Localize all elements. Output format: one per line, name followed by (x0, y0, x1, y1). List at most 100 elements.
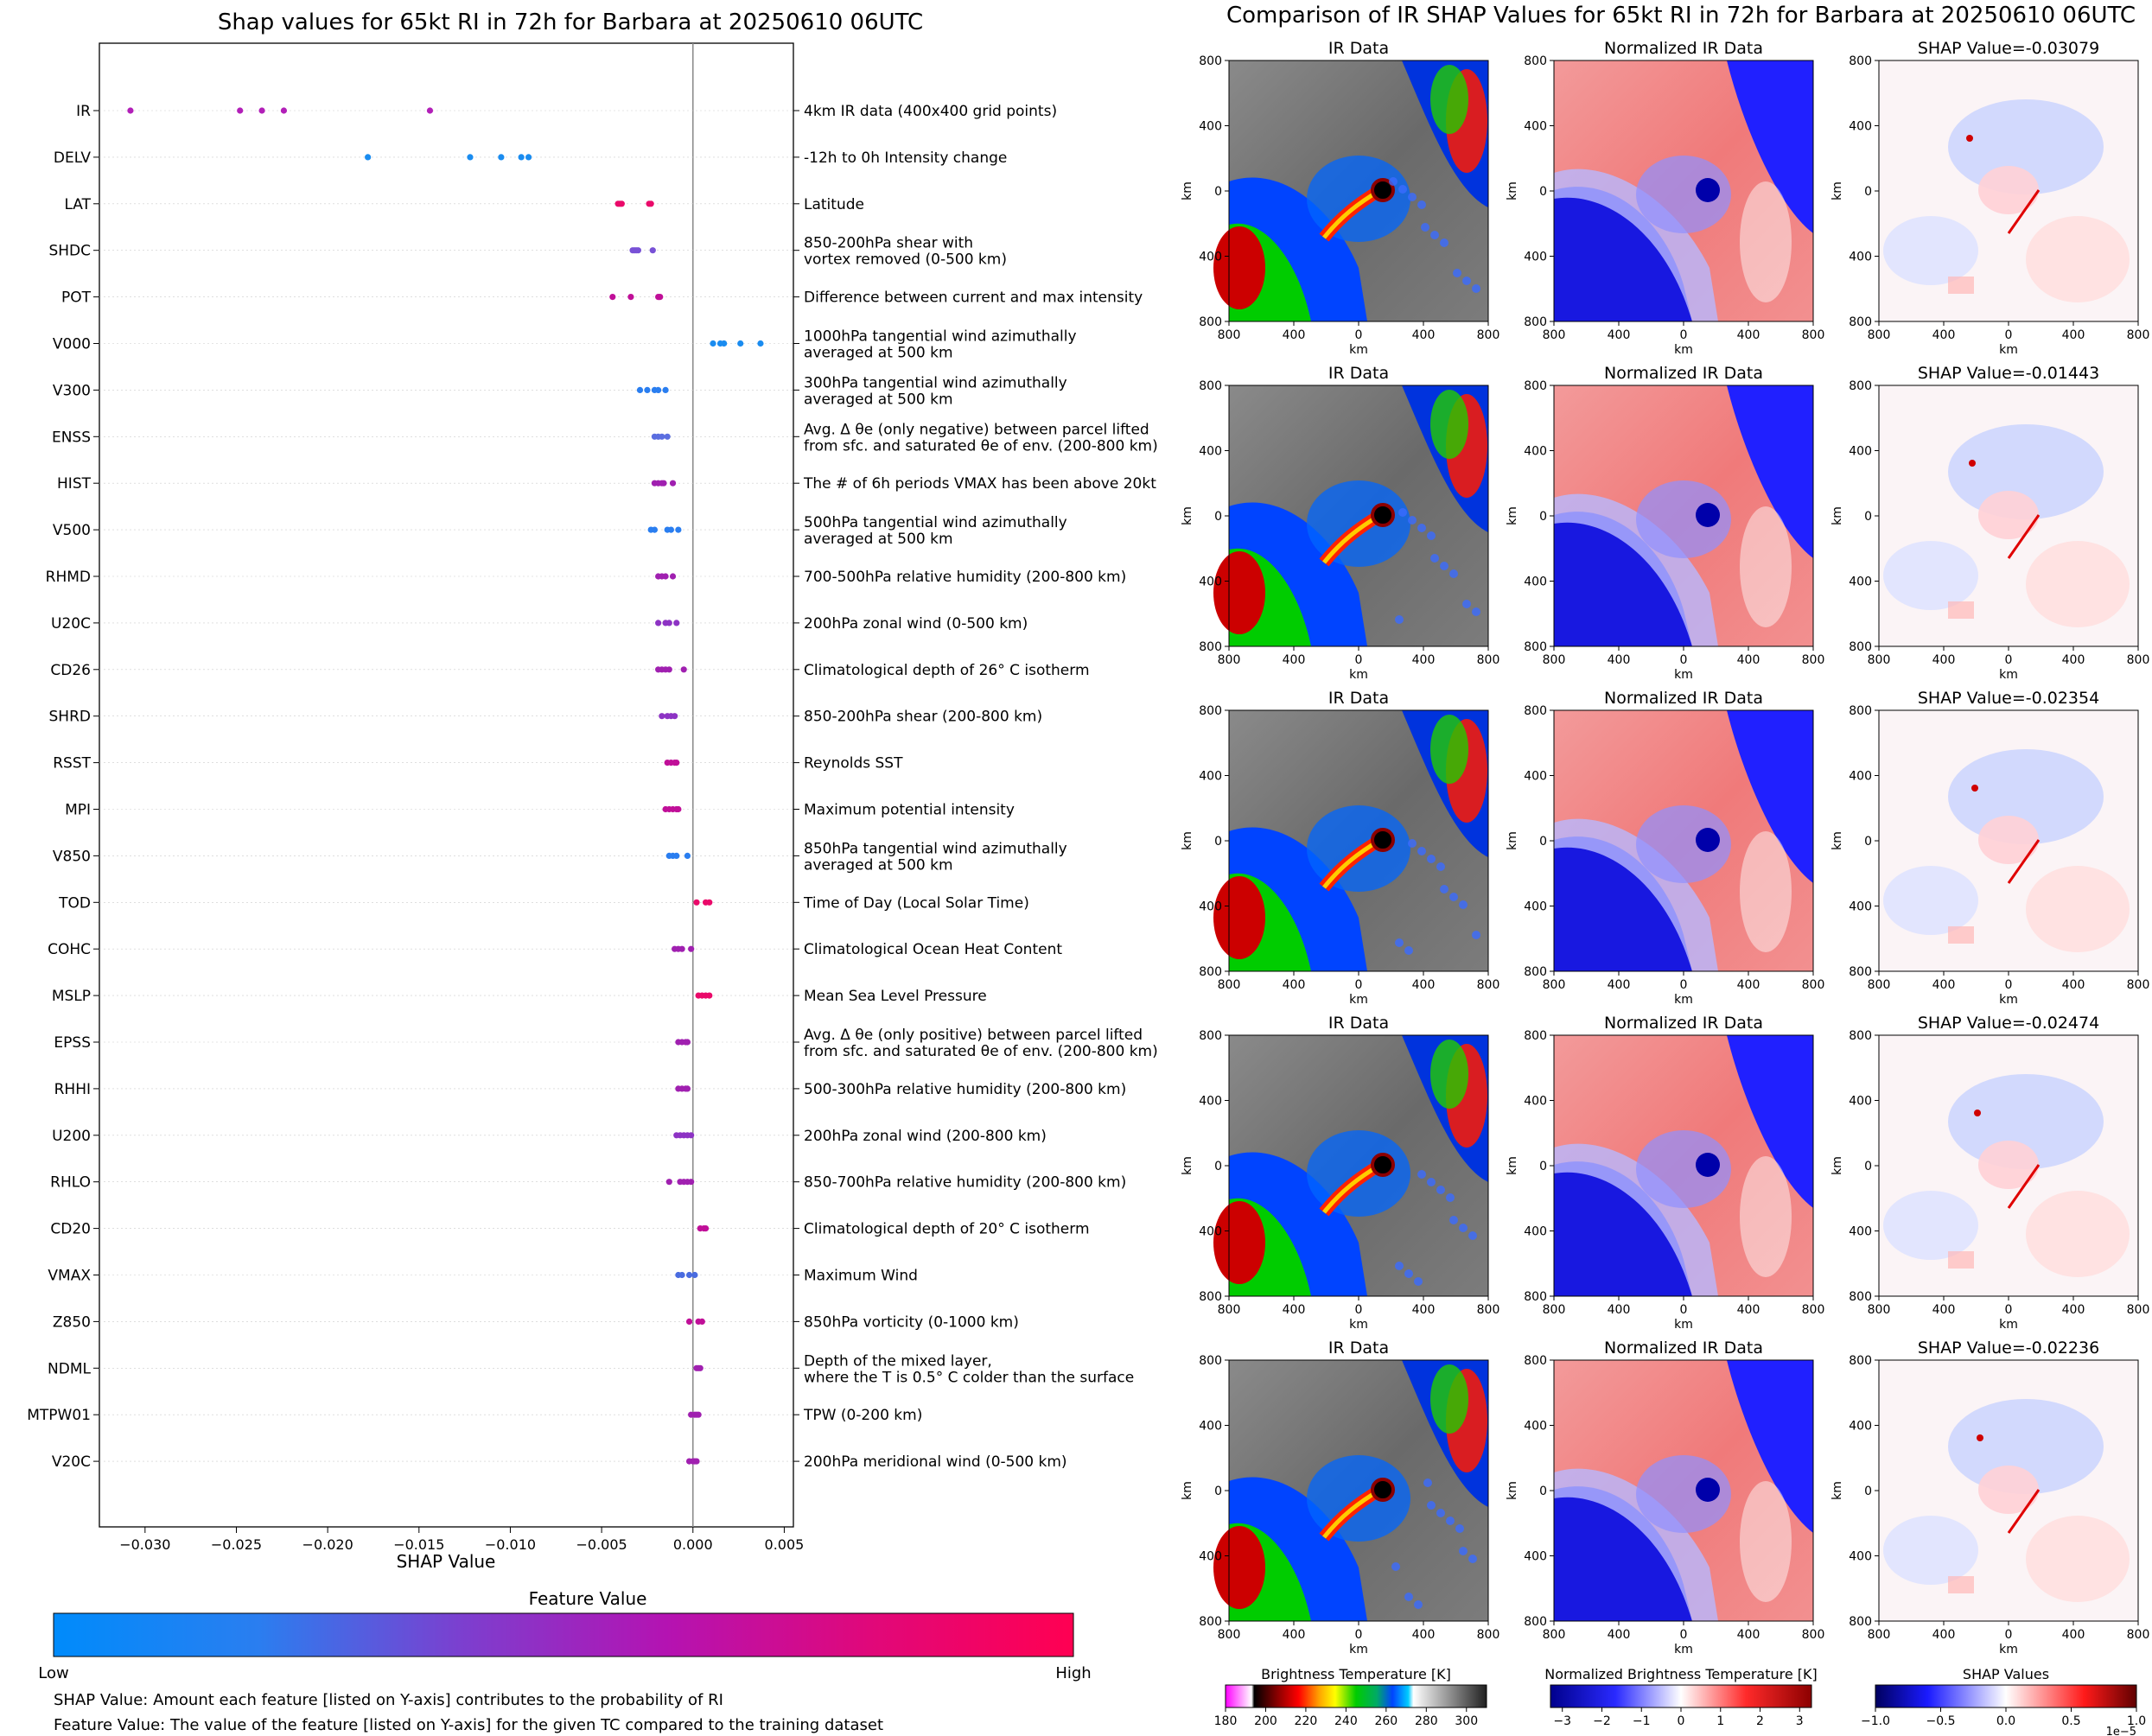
feature-row-lat: LAT Latitude (64, 196, 864, 213)
feature-name: TOD (58, 894, 91, 912)
y-axis-label: km (1830, 1156, 1844, 1175)
feature-description: where the T is 0.5° C colder than the su… (804, 1369, 1134, 1386)
x-tick-label: 800 (1218, 653, 1241, 667)
x-axis-label: km (1674, 1318, 1693, 1332)
nir-storm-core (1696, 1153, 1720, 1177)
x-tick-label: 0 (1680, 1628, 1688, 1642)
y-tick-label: 400 (1199, 445, 1222, 459)
feature-description: 1000hPa tangential wind azimuthally (804, 328, 1077, 346)
colorbar-title: SHAP Values (1963, 1666, 2049, 1682)
ir-cell (1436, 1509, 1445, 1517)
feature-description: 300hPa tangential wind azimuthally (804, 374, 1067, 391)
feature-description: Maximum potential intensity (804, 802, 1015, 819)
shap-point (684, 1039, 691, 1046)
feature-row-rsst: RSST Reynolds SST (53, 755, 903, 773)
y-tick-label: 800 (1849, 54, 1872, 68)
x-axis-label: SHAP Value (397, 1551, 496, 1572)
colorbar-tick-label: −0.5 (1926, 1714, 1956, 1728)
shap-hotspot (2007, 189, 2041, 234)
y-tick-label: 400 (1524, 1095, 1547, 1109)
image-title: IR Data (1328, 689, 1389, 708)
x-tick-label: 400 (1737, 1628, 1760, 1642)
shap-point (634, 247, 641, 254)
y-tick-label: 800 (1849, 1290, 1872, 1304)
image-title: SHAP Value=-0.01443 (1918, 364, 2099, 383)
feature-description: vortex removed (0-500 km) (804, 251, 1007, 269)
ir-cell (1449, 1216, 1458, 1224)
y-tick-label: 400 (1849, 1550, 1872, 1564)
y-tick-label: 0 (1539, 185, 1547, 199)
x-tick-label: 400 (1932, 1303, 1956, 1317)
ir-cell (1472, 607, 1480, 616)
y-axis-label: km (1181, 831, 1194, 850)
ir-cell (1446, 1193, 1455, 1202)
shap-positive-region (2026, 216, 2130, 302)
x-tick-label: 400 (2062, 653, 2085, 667)
colorbar-2: Normalized Brightness Temperature [K] −3 −… (1544, 1666, 1818, 1728)
feature-name: LAT (64, 196, 91, 213)
ir-cell (1417, 847, 1426, 855)
feature-description: 200hPa zonal wind (0-500 km) (804, 615, 1028, 633)
ir-cloud-sw-red (1213, 551, 1265, 634)
y-tick-label: 400 (1849, 251, 1872, 264)
x-tick-label: 800 (1868, 653, 1891, 667)
shap-point (685, 1318, 693, 1325)
colorbar-tick-label: 260 (1374, 1714, 1398, 1728)
image-row-3: IR Data80080040040000400400800800kmkmNor… (1181, 689, 2149, 1007)
image-row-1: IR Data80080040040000400400800800kmkmNor… (1181, 39, 2149, 357)
feature-description: 200hPa zonal wind (200-800 km) (804, 1128, 1047, 1145)
feature-description: Depth of the mixed layer, (804, 1352, 992, 1370)
colorbar-tick-label: 1 (1716, 1714, 1724, 1728)
y-tick-label: 800 (1524, 379, 1547, 393)
nir-band (1554, 1143, 1718, 1296)
shap-point (698, 1318, 705, 1325)
shap-point (662, 573, 669, 580)
nir-spiral (1636, 1455, 1731, 1533)
x-tick-label: 400 (1737, 1303, 1760, 1317)
x-tick-label: 400 (1932, 653, 1956, 667)
shap-negative-region (1883, 1191, 1978, 1260)
x-tick-label: 800 (1477, 328, 1500, 342)
feature-name: COHC (48, 941, 91, 958)
x-tick-label: 800 (1218, 978, 1241, 992)
feature-row-mtpw01: MTPW01 TPW (0-200 km) (27, 1407, 922, 1424)
feature-description: Climatological depth of 20° C isotherm (804, 1221, 1090, 1238)
colorbar-tick-label: 0.5 (2061, 1714, 2080, 1728)
ir-cell (1404, 946, 1413, 955)
shap-negative-region (1948, 1074, 2104, 1169)
x-tick-label: 400 (1932, 1628, 1956, 1642)
x-tick-label: −0.010 (485, 1536, 536, 1553)
colorbar-high-label: High (1055, 1664, 1091, 1682)
x-tick-label: 400 (1283, 328, 1306, 342)
x-tick-label: 400 (1283, 1628, 1306, 1642)
shap-point (498, 154, 505, 161)
ir-cell (1414, 1277, 1423, 1286)
colorbar-tick-label: 180 (1214, 1714, 1238, 1728)
y-tick-label: 400 (1524, 770, 1547, 784)
colorbar-gradient (1225, 1684, 1487, 1708)
colorbar-tick-label: −1.0 (1861, 1714, 1890, 1728)
x-tick-label: 800 (1802, 1628, 1825, 1642)
shap-point (675, 805, 682, 813)
normalized-ir-image: Normalized IR Data8008004004000040040080… (1506, 364, 1824, 682)
y-tick-label: 800 (1849, 1615, 1872, 1629)
shap-point (518, 154, 525, 161)
feature-row-z850: Z850 850hPa vorticity (0-1000 km) (53, 1313, 1019, 1331)
x-tick-label: 800 (1802, 1303, 1825, 1317)
colorbar-tick-label: 0.0 (1996, 1714, 2015, 1728)
feature-description: TPW (0-200 km) (803, 1407, 922, 1424)
right-title: Comparison of IR SHAP Values for 65kt RI… (1226, 3, 2136, 29)
x-tick-label: 400 (1737, 328, 1760, 342)
shap-positive-region (1978, 166, 2039, 214)
feature-name: MPI (65, 802, 91, 819)
x-tick-label: 400 (1412, 978, 1436, 992)
y-tick-label: 0 (1214, 185, 1222, 199)
colorbar-title: Feature Value (529, 1588, 647, 1609)
ir-cloud-sw-red (1213, 876, 1265, 959)
ir-cell (1468, 1231, 1477, 1240)
feature-row-delv: DELV -12h to 0h Intensity change (54, 149, 1007, 167)
feature-name: MTPW01 (27, 1407, 91, 1424)
feature-name: V850 (53, 848, 91, 865)
image-title: Normalized IR Data (1604, 364, 1763, 383)
nir-storm-core (1696, 828, 1720, 852)
